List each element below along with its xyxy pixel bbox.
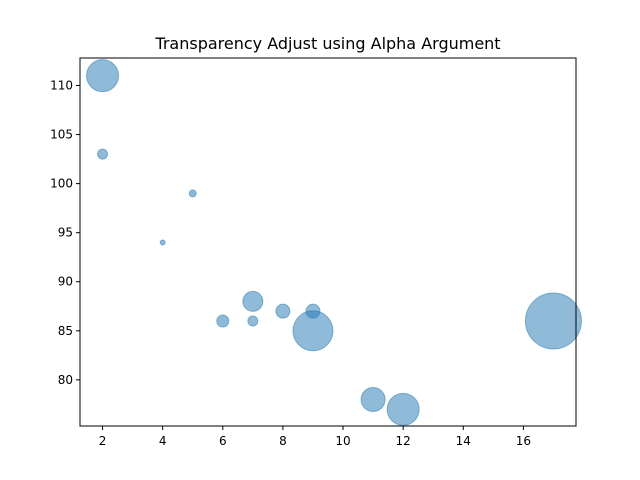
- points-layer: [86, 59, 582, 426]
- x-tick-label: 8: [279, 434, 287, 448]
- y-tick-label: 85: [58, 324, 73, 338]
- x-tick-label: 16: [516, 434, 531, 448]
- data-point: [275, 303, 291, 319]
- data-point: [247, 315, 259, 327]
- plot-frame: [79, 57, 577, 427]
- y-tick-label: 95: [58, 226, 73, 240]
- data-point: [97, 148, 109, 160]
- x-tick-label: 4: [159, 434, 167, 448]
- x-tick-label: 14: [456, 434, 471, 448]
- x-tick-label: 6: [219, 434, 227, 448]
- x-tick-label: 10: [335, 434, 350, 448]
- y-tick-label: 110: [50, 78, 73, 92]
- data-point: [386, 392, 420, 426]
- y-tick-label: 100: [50, 177, 73, 191]
- data-point: [216, 314, 230, 328]
- x-axis: 2 4 6 8 10 12 14 16: [99, 426, 531, 448]
- data-point: [292, 310, 334, 352]
- data-point: [242, 290, 264, 312]
- y-axis: 80 85 90 95 100 105 110: [50, 78, 80, 387]
- data-point: [159, 239, 166, 246]
- y-tick-label: 90: [58, 275, 73, 289]
- y-tick-label: 105: [50, 128, 73, 142]
- chart-title: Transparency Adjust using Alpha Argument: [154, 34, 500, 53]
- x-tick-label: 2: [99, 434, 107, 448]
- data-point: [188, 189, 197, 198]
- data-point: [360, 387, 386, 413]
- data-point: [524, 292, 582, 350]
- x-tick-label: 12: [396, 434, 411, 448]
- data-point: [86, 59, 120, 93]
- y-tick-label: 80: [58, 373, 73, 387]
